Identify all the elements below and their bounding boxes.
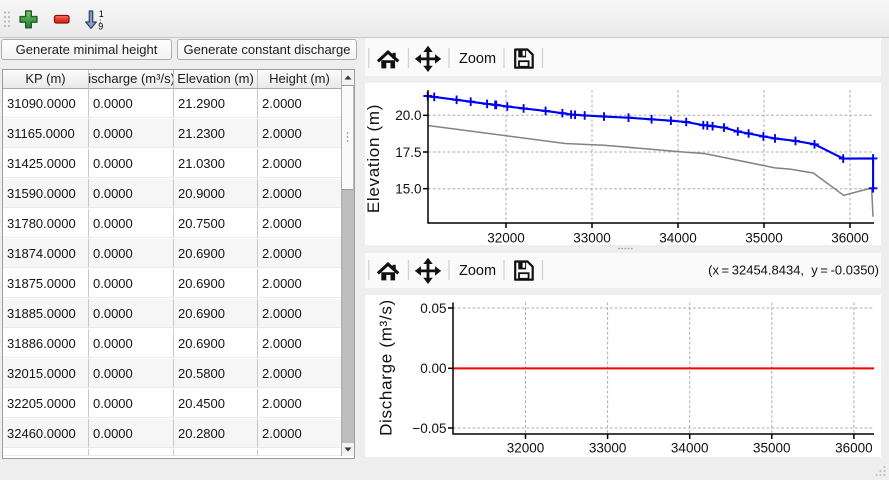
svg-text:20.0: 20.0	[395, 108, 421, 123]
svg-text:Elevation (m): Elevation (m)	[365, 104, 383, 213]
svg-text:34000: 34000	[671, 441, 709, 456]
svg-text:33000: 33000	[589, 441, 627, 456]
svg-text:32000: 32000	[507, 441, 545, 456]
svg-text:34000: 34000	[659, 231, 697, 246]
svg-text:Zoom: Zoom	[459, 263, 496, 279]
svg-text:33000: 33000	[573, 231, 611, 246]
svg-text:36000: 36000	[831, 231, 869, 246]
svg-text:36000: 36000	[835, 441, 873, 456]
svg-text:Zoom: Zoom	[459, 51, 496, 67]
svg-text:1: 1	[99, 9, 104, 19]
svg-text:−0.05: −0.05	[412, 421, 446, 436]
svg-text:17.5: 17.5	[395, 145, 421, 160]
svg-text:Discharge (m³/s): Discharge (m³/s)	[377, 299, 396, 436]
svg-text:35000: 35000	[753, 441, 791, 456]
svg-text:35000: 35000	[745, 231, 783, 246]
svg-text:32000: 32000	[487, 231, 525, 246]
svg-text:9: 9	[98, 22, 103, 32]
svg-text:15.0: 15.0	[395, 182, 421, 197]
svg-text:0.00: 0.00	[420, 361, 446, 376]
svg-text:(x = 32454.8434, y = -0.0350): (x = 32454.8434, y = -0.0350)	[708, 263, 879, 278]
svg-text:0.05: 0.05	[420, 301, 446, 316]
